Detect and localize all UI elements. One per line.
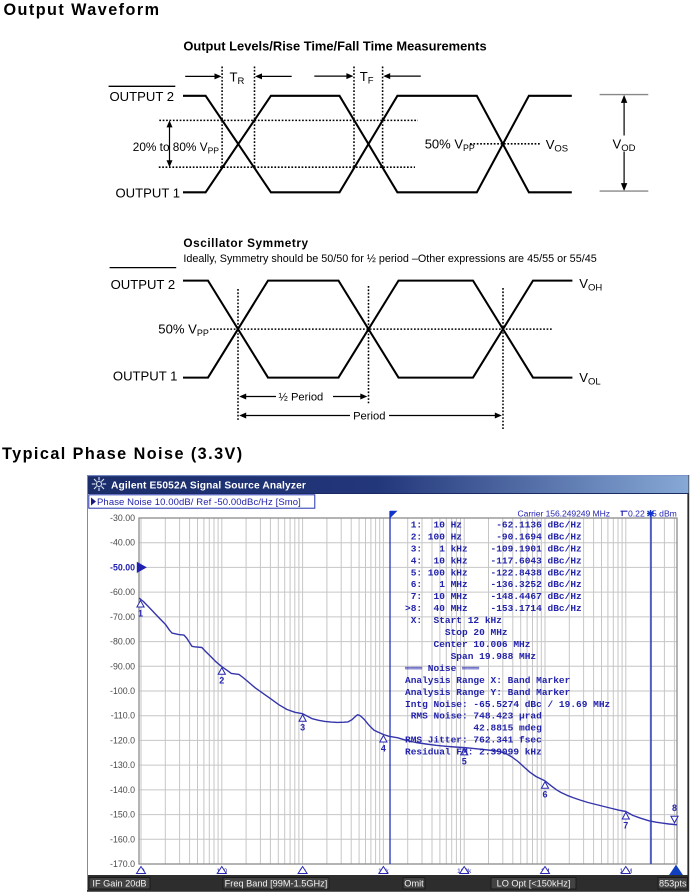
svg-text:OUTPUT 1: OUTPUT 1 <box>116 185 181 200</box>
svg-text:7: 10 MHz -148.4467 dBc/Hz: 7: 10 MHz -148.4467 dBc/Hz <box>405 591 582 602</box>
svg-text:3: 3 <box>300 723 305 733</box>
svg-text:-160.0: -160.0 <box>110 834 135 844</box>
svg-text:2: 2 <box>219 676 224 686</box>
svg-text:Freq Band [99M-1.5GHz]: Freq Band [99M-1.5GHz] <box>225 879 328 889</box>
svg-text:Span 19.988 MHz: Span 19.988 MHz <box>405 651 536 662</box>
svg-text:Center 10.006 MHz: Center 10.006 MHz <box>405 639 530 650</box>
svg-text:42.8815 mdeg: 42.8815 mdeg <box>405 723 542 734</box>
svg-text:RMS Noise: 748.423 μrad: RMS Noise: 748.423 μrad <box>405 711 542 722</box>
svg-text:-50.00: -50.00 <box>110 562 135 572</box>
svg-text:Stop 20 MHz: Stop 20 MHz <box>405 627 508 638</box>
svg-text:Period: Period <box>353 411 385 423</box>
svg-text:5: 100 kHz -122.8438 dBc/Hz: 5: 100 kHz -122.8438 dBc/Hz <box>405 567 582 578</box>
svg-text:OUTPUT 2: OUTPUT 2 <box>110 89 175 104</box>
svg-text:½ Period: ½ Period <box>279 392 324 404</box>
svg-text:7: 7 <box>623 821 628 831</box>
svg-text:8: 8 <box>672 803 677 813</box>
svg-text:Oscillator Symmetry: Oscillator Symmetry <box>183 236 308 250</box>
svg-text:Omit: Omit <box>404 879 424 889</box>
svg-text:-40.00: -40.00 <box>110 538 135 548</box>
svg-text:Residual FM: 2.39099 kHz: Residual FM: 2.39099 kHz <box>405 747 542 758</box>
svg-text:-120.0: -120.0 <box>110 735 135 745</box>
svg-text:-70.00: -70.00 <box>110 612 135 622</box>
svg-text:>8: 40 MHz -153.1714 dBc/H: >8: 40 MHz -153.1714 dBc/Hz <box>405 603 582 614</box>
svg-text:OUTPUT 2: OUTPUT 2 <box>111 277 176 292</box>
svg-text:X: Start 12 kHz: X: Start 12 kHz <box>405 615 502 626</box>
svg-text:-60.00: -60.00 <box>110 587 135 597</box>
svg-text:LO Opt [<150kHz]: LO Opt [<150kHz] <box>497 879 571 889</box>
svg-text:3: 1 kHz -109.1901 dBc/Hz: 3: 1 kHz -109.1901 dBc/Hz <box>405 543 582 554</box>
svg-text:6: 6 <box>542 790 547 800</box>
svg-text:5: 5 <box>462 756 467 766</box>
svg-text:-80.00: -80.00 <box>110 637 135 647</box>
svg-text:Carrier 156.249249 MHz: Carrier 156.249249 MHz <box>518 509 611 519</box>
svg-text:IF Gain 20dB: IF Gain 20dB <box>92 879 146 889</box>
svg-text:1: 10 Hz -62.1136 dBc/Hz: 1: 10 Hz -62.1136 dBc/Hz <box>405 520 582 531</box>
svg-text:═══ Noise ═══: ═══ Noise ═══ <box>404 663 479 674</box>
svg-text:TR: TR <box>230 70 245 88</box>
svg-text:Intg Noise: -65.5274 dBc / 19.: Intg Noise: -65.5274 dBc / 19.69 MHz <box>405 699 610 710</box>
svg-text:20% to 80% VPP: 20% to 80% VPP <box>133 140 219 156</box>
svg-text:Phase Noise 10.00dB/ Ref -50.0: Phase Noise 10.00dB/ Ref -50.00dBc/Hz [S… <box>97 497 301 508</box>
svg-text:-170.0: -170.0 <box>110 859 135 869</box>
svg-text:-100.0: -100.0 <box>110 686 135 696</box>
svg-text:5 dBm: 5 dBm <box>652 509 677 519</box>
svg-text:0.22: 0.22 <box>628 509 645 519</box>
svg-text:Ideally, Symmetry should be 50: Ideally, Symmetry should be 50/50 for ½ … <box>183 253 596 265</box>
svg-text:OUTPUT 1: OUTPUT 1 <box>113 368 178 383</box>
svg-text:VOS: VOS <box>546 137 568 155</box>
svg-text:-150.0: -150.0 <box>110 810 135 820</box>
svg-text:50% VPP: 50% VPP <box>425 137 475 154</box>
svg-text:Output Levels/Rise Time/Fall T: Output Levels/Rise Time/Fall Time Measur… <box>183 39 486 54</box>
svg-text:-140.0: -140.0 <box>110 785 135 795</box>
svg-text:Agilent E5052A Signal Source A: Agilent E5052A Signal Source Analyzer <box>111 480 306 491</box>
svg-text:-130.0: -130.0 <box>110 760 135 770</box>
svg-text:VOH: VOH <box>579 276 602 294</box>
svg-text:-110.0: -110.0 <box>111 711 135 721</box>
svg-text:VOL: VOL <box>579 370 600 388</box>
svg-text:Analysis Range Y: Band Marker: Analysis Range Y: Band Marker <box>405 687 571 698</box>
svg-text:4: 4 <box>381 744 386 754</box>
svg-text:50% VPP: 50% VPP <box>158 322 209 339</box>
svg-text:-90.00: -90.00 <box>110 661 135 671</box>
svg-text:1: 1 <box>138 609 143 619</box>
svg-text:2: 100 Hz -90.1694 dBc/Hz: 2: 100 Hz -90.1694 dBc/Hz <box>405 532 582 543</box>
svg-text:4: 10 kHz -117.6043 dBc/Hz: 4: 10 kHz -117.6043 dBc/Hz <box>405 555 582 566</box>
svg-text:TF: TF <box>360 69 374 87</box>
svg-text:6: 1 MHz -136.3252 dBc/Hz: 6: 1 MHz -136.3252 dBc/Hz <box>405 579 582 590</box>
svg-text:Analysis Range X: Band Marker: Analysis Range X: Band Marker <box>405 675 571 686</box>
svg-text:-30.00: -30.00 <box>110 513 135 523</box>
svg-text:853pts: 853pts <box>659 879 687 889</box>
svg-text:RMS Jitter: 762.341 fsec: RMS Jitter: 762.341 fsec <box>405 735 542 746</box>
